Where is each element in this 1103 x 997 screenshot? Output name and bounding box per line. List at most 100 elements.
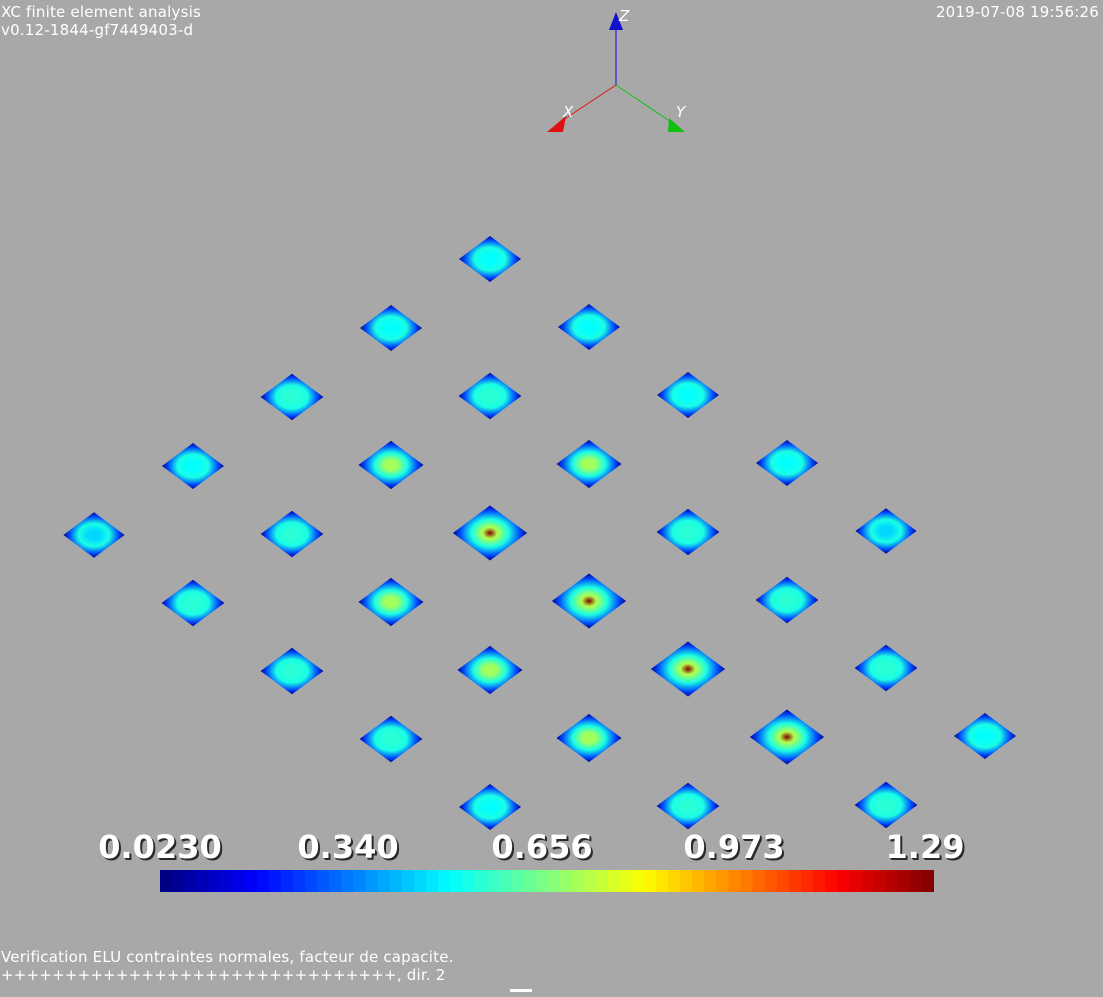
colorbar-band <box>788 870 802 892</box>
app-title: XC finite element analysis <box>1 3 201 21</box>
colorbar-band <box>220 870 234 892</box>
colorbar-band <box>510 870 524 892</box>
colorbar-band <box>232 870 246 892</box>
colorbar-band <box>450 870 463 892</box>
colorbar-band <box>909 870 923 892</box>
colorbar-band <box>559 870 572 892</box>
shell-element[interactable] <box>650 641 726 697</box>
colorbar-band <box>341 870 355 892</box>
colorbar-band <box>426 870 439 892</box>
colorbar-band <box>401 870 415 892</box>
shell-element[interactable] <box>656 508 720 556</box>
shell-element[interactable] <box>162 442 224 490</box>
shell-element[interactable] <box>360 304 422 352</box>
colorbar-band <box>413 870 427 892</box>
colorbar-band <box>921 870 934 892</box>
colorbar-band <box>764 870 778 892</box>
colorbar-band <box>583 870 596 892</box>
shell-element[interactable] <box>260 510 324 558</box>
colorbar-band <box>849 870 863 892</box>
shell-element[interactable] <box>749 709 825 765</box>
shell-element[interactable] <box>358 577 424 627</box>
colorbar-band <box>631 870 645 892</box>
shell-element[interactable] <box>260 647 324 695</box>
shell-element[interactable] <box>551 573 627 629</box>
shell-element[interactable] <box>854 781 918 829</box>
colorbar-gradient <box>160 870 934 892</box>
colorbar-band <box>547 870 560 892</box>
colorbar-band <box>728 870 742 892</box>
colorbar-tick-label: 0.0230 <box>98 828 222 866</box>
colorbar-tick-label: 1.29 <box>885 828 965 866</box>
colorbar-band <box>692 870 705 892</box>
colorbar-band <box>655 870 669 892</box>
shell-element[interactable] <box>756 439 818 487</box>
colorbar-band <box>680 870 693 892</box>
colorbar-band <box>280 870 294 892</box>
shell-element[interactable] <box>556 713 622 763</box>
colorbar-band <box>752 870 766 892</box>
shell-element[interactable] <box>657 371 719 419</box>
colorbar-band <box>776 870 790 892</box>
colorbar-tick-label: 0.656 <box>491 828 593 866</box>
colorbar-band <box>329 870 342 892</box>
shell-element[interactable] <box>854 644 918 692</box>
shell-element[interactable] <box>558 303 620 351</box>
colorbar-band <box>486 870 500 892</box>
colorbar-band <box>365 870 379 892</box>
shell-element[interactable] <box>459 235 521 283</box>
colorbar-band <box>438 870 451 892</box>
shell-element[interactable] <box>656 782 720 830</box>
shell-element[interactable] <box>452 505 528 561</box>
colorbar-band <box>293 870 306 892</box>
colorbar-band <box>813 870 826 892</box>
shell-element[interactable] <box>260 373 324 421</box>
colorbar-band <box>474 870 488 892</box>
y-axis-cone-icon <box>668 118 685 132</box>
colorbar-band <box>825 870 838 892</box>
colorbar-band <box>667 870 681 892</box>
shell-element[interactable] <box>459 783 521 831</box>
shell-elements-layer <box>63 235 1016 831</box>
window-resize-handle[interactable] <box>510 989 532 992</box>
axes-triad[interactable]: Z X Y <box>547 7 687 132</box>
x-axis-cone-icon <box>547 116 566 132</box>
colorbar-band <box>643 870 657 892</box>
shell-element[interactable] <box>855 508 917 554</box>
colorbar-band <box>534 870 548 892</box>
colorbar-band <box>305 870 318 892</box>
shell-element[interactable] <box>63 512 125 558</box>
shell-element[interactable] <box>358 440 424 490</box>
caption-subtitle: +++++++++++++++++++++++++++++++, dir. 2 <box>1 966 446 984</box>
shell-element[interactable] <box>457 645 523 695</box>
colorbar-band <box>716 870 729 892</box>
colorbar-band <box>861 870 875 892</box>
shell-element[interactable] <box>755 576 819 624</box>
shell-element[interactable] <box>359 715 423 763</box>
shell-element[interactable] <box>556 439 622 489</box>
colorbar-band <box>704 870 717 892</box>
app-version: v0.12-1844-gf7449403-d <box>1 21 194 39</box>
colorbar-band <box>184 870 197 892</box>
z-axis-label: Z <box>618 7 630 25</box>
caption-title: Verification ELU contraintes normales, f… <box>1 948 454 966</box>
shell-element[interactable] <box>161 579 225 627</box>
colorbar-band <box>268 870 282 892</box>
colorbar-band <box>595 870 609 892</box>
shell-element[interactable] <box>954 712 1016 760</box>
shell-element[interactable] <box>458 372 522 420</box>
colorbar-band <box>172 870 185 892</box>
colorbar-band <box>317 870 330 892</box>
x-axis-line <box>556 84 617 125</box>
colorbar-band <box>353 870 367 892</box>
x-axis-label: X <box>562 103 574 121</box>
colorbar-band <box>897 870 911 892</box>
colorbar-band <box>740 870 754 892</box>
y-axis-label: Y <box>676 103 687 121</box>
colorbar-band <box>837 870 850 892</box>
colorbar-band <box>160 870 173 892</box>
colorbar-band <box>256 870 270 892</box>
y-axis-line <box>615 84 675 125</box>
